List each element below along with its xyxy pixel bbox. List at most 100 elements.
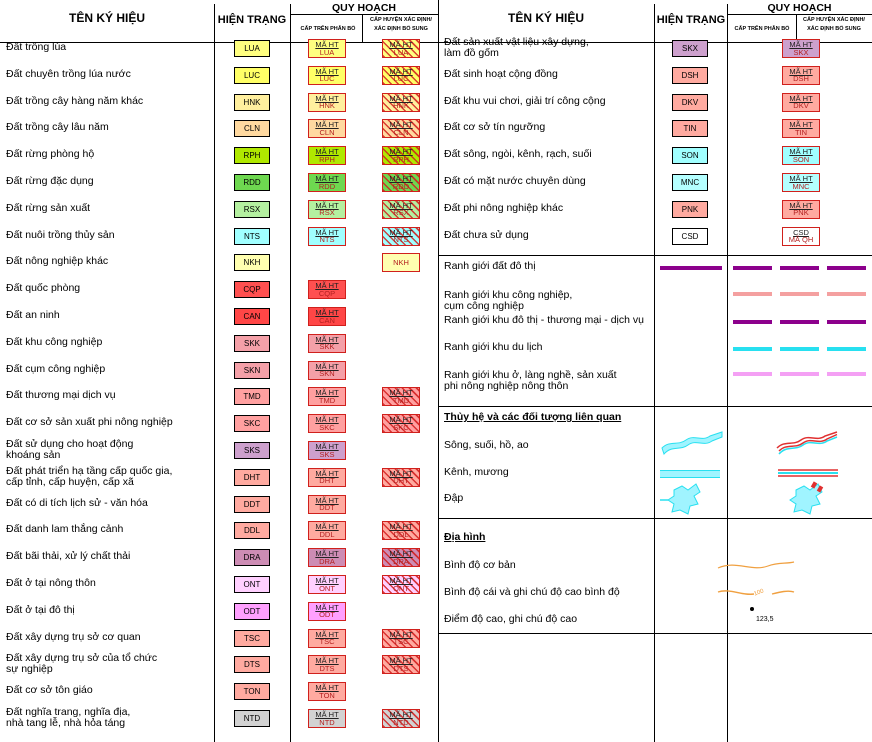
- right-header-plan-upper: CẤP TRÊN PHÂN BỔ: [734, 26, 790, 32]
- plan-code-text: NTS: [319, 235, 335, 245]
- plan-current-label: MÃ HT: [315, 710, 339, 719]
- left_rows-label: Đất xây dựng trụ sở cơ quan: [6, 630, 141, 643]
- current-code-text: DHT: [243, 472, 261, 482]
- upper-plan-swatch: MÃ HT TSC: [308, 628, 346, 648]
- district-plan-swatch: MÃ HT TMD: [382, 387, 420, 407]
- current-code-text: PNK: [681, 204, 699, 214]
- header-bottom-line: [0, 42, 872, 43]
- plan-current-label: MÃ HT: [315, 549, 339, 559]
- left-header-plan: QUY HOẠCH: [332, 2, 396, 14]
- current-code-swatch: TON: [234, 683, 270, 701]
- plan-current-label: MÃ HT: [315, 40, 339, 49]
- plan-current-label: MÃ HT: [315, 683, 339, 693]
- plan-code-text: LUC: [319, 74, 335, 84]
- left_rows-label: Đất thương mại dịch vụ: [6, 389, 116, 402]
- current-code-swatch: SKC: [234, 415, 270, 433]
- right-header-plan: QUY HOẠCH: [767, 2, 832, 14]
- plan-code-text: DHT: [393, 476, 409, 486]
- plan-current-label: MÃ HT: [389, 522, 413, 532]
- current-code-swatch: DTS: [234, 656, 270, 674]
- plan-current-label: MÃ HT: [315, 93, 339, 103]
- plan-code-text: CQP: [318, 288, 336, 298]
- current-code-swatch: DDL: [234, 522, 270, 540]
- plan-code-text: DKV: [793, 101, 809, 111]
- grid-line: [362, 14, 363, 42]
- left_rows-label: Đất rừng sản xuất: [6, 201, 91, 214]
- plan-code-text: DTS: [393, 663, 409, 673]
- plan-code-text: NTD: [319, 717, 335, 727]
- current-code-swatch: SKX: [672, 40, 708, 57]
- current-code-text: ONT: [243, 580, 261, 589]
- plan-code-text: TMD: [318, 395, 336, 405]
- right-row-label: Đất phi nông nghiệp khác: [444, 201, 564, 214]
- district-plan-swatch: MÃ HT RPH: [382, 146, 420, 166]
- current-code-text: TIN: [683, 124, 697, 134]
- current-code-text: CAN: [243, 312, 261, 321]
- plan-current-label: MÃ HT: [789, 120, 813, 130]
- plan-current-label: MÃ HT: [789, 200, 813, 210]
- plan-current-label: MÃ HT: [315, 66, 339, 76]
- current-code-swatch: NKH: [234, 254, 270, 272]
- right-header-name: TÊN KÝ HIỆU: [507, 11, 584, 25]
- plan-current-label: MÃ HT: [315, 281, 339, 291]
- current-code-swatch: ONT: [234, 576, 270, 593]
- upper-plan-swatch: MÃ HT RDD: [308, 173, 346, 192]
- plan-current-label: MÃ HT: [389, 66, 413, 76]
- boundary-label: Ranh giới khu công nghiệp,: [444, 289, 573, 301]
- plan-current-label: MÃ HT: [389, 40, 413, 49]
- right-row-label: Đất khu vui chơi, giải trí công cộng: [444, 94, 606, 107]
- plan-current-label: MÃ HT: [389, 656, 413, 666]
- plan-code-text: TON: [319, 690, 335, 700]
- district-plan-swatch: MÃ HT CLN: [382, 119, 420, 139]
- current-code-swatch: CQP: [234, 281, 270, 299]
- upper-plan-swatch: MÃ HT TMD: [308, 387, 346, 407]
- current-code-text: LUC: [243, 70, 260, 80]
- plan-code-text: SON: [792, 154, 810, 164]
- current-code-text: CSD: [681, 231, 699, 241]
- hydro-item-dam: Đập: [444, 492, 464, 504]
- left_rows-label: Đất trồng cây hàng năm khác: [6, 94, 144, 107]
- plan-current-label: MÃ HT: [389, 227, 413, 237]
- plan-current-label: MÃ HT: [315, 334, 339, 344]
- upper-plan-swatch: MÃ HT DDL: [308, 521, 346, 541]
- left_rows-label: Đất phát triển hạ tầng cấp quốc gia,: [6, 464, 173, 477]
- plan-code-text: SKK: [319, 342, 335, 352]
- district-plan-swatch: MÃ HT DTS: [382, 655, 420, 675]
- plan-current-label: MÃ HT: [389, 120, 413, 130]
- terrain-item-index-contour: Bình độ cái và ghi chú độ cao bình độ: [444, 586, 620, 598]
- left_rows-label: Đất rừng phòng hộ: [6, 148, 95, 161]
- upper-plan-swatch: MÃ HT DRA: [308, 548, 346, 568]
- current-code-swatch: RSX: [234, 200, 270, 218]
- upper-plan-swatch: MÃ HT HNK: [308, 92, 346, 112]
- district-plan-swatch: MÃ HT TIN: [782, 119, 820, 139]
- plan-code-text: NKH: [393, 258, 409, 268]
- current-code-text: TSC: [244, 633, 260, 643]
- current-code-text: NTS: [244, 231, 260, 241]
- district-plan-swatch: MÃ HT PNK: [782, 199, 820, 219]
- hydro-title: Thủy hệ và các đối tượng liên quan: [444, 411, 622, 423]
- section-divider: [438, 406, 872, 407]
- current-code-text: SKS: [243, 446, 260, 455]
- plan-current-label: CSD: [793, 227, 809, 237]
- current-code-swatch: LUC: [234, 66, 270, 84]
- grid-line: [290, 14, 438, 15]
- district-plan-swatch: MÃ HT LUC: [382, 65, 420, 85]
- boundary-label: Ranh giới khu đô thị - thương mại - dịch…: [444, 314, 644, 326]
- plan-code-text: DTS: [319, 663, 335, 673]
- left-header-plan-upper: CẤP TRÊN PHÂN BỔ: [300, 26, 356, 32]
- boundary-plan-dash: [780, 347, 819, 351]
- right-row-label: Đất sinh hoạt cộng đồng: [444, 67, 558, 80]
- current-code-text: TON: [243, 687, 261, 697]
- plan-current-label: MÃ HT: [315, 174, 339, 183]
- upper-plan-swatch: MÃ HT CLN: [308, 119, 346, 139]
- upper-plan-swatch: MÃ HT DDT: [308, 494, 346, 514]
- terrain-item-contour: Bình độ cơ bản: [444, 559, 516, 571]
- current-code-text: SKC: [243, 419, 261, 429]
- plan-code-text: RDD: [392, 181, 410, 191]
- right-row-label: Đất có mặt nước chuyên dùng: [444, 175, 586, 187]
- current-code-text: CLN: [243, 124, 260, 134]
- boundary-label: Ranh giới đất đô thị: [444, 260, 536, 272]
- boundary-plan-dash: [733, 266, 772, 270]
- upper-plan-swatch: MÃ HT ODT: [308, 601, 346, 621]
- plan-code-text: SKS: [319, 449, 335, 459]
